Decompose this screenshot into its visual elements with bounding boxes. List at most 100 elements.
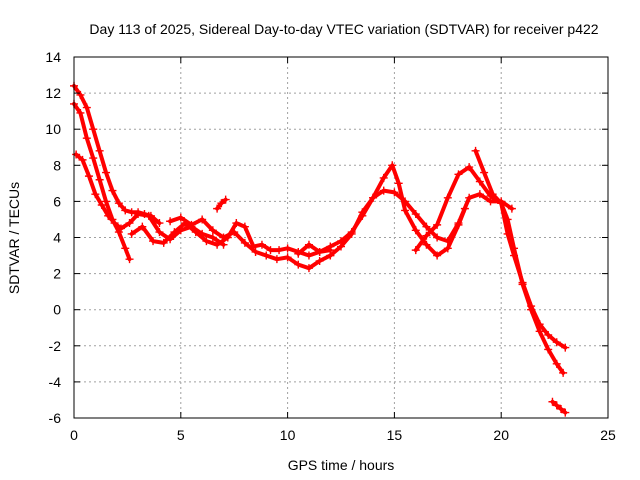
data-point (411, 226, 420, 235)
x-tick-label: 20 (493, 427, 509, 443)
x-tick-label: 0 (70, 427, 78, 443)
data-point (561, 408, 570, 417)
data-point (217, 199, 226, 208)
series-line (296, 163, 467, 258)
data-point (535, 327, 544, 336)
data-point (465, 163, 474, 172)
grid-lines (74, 57, 608, 418)
y-axis-tick-labels: -6 -4 -2 0 2 4 6 8 10 12 14 (45, 49, 61, 426)
data-point (110, 219, 119, 228)
data-point (166, 217, 175, 226)
y-tick-label: 14 (45, 49, 61, 65)
data-point (535, 320, 544, 329)
data-point (275, 246, 284, 255)
data-point (422, 240, 431, 249)
data-point (480, 168, 489, 177)
data-point (191, 228, 200, 237)
data-point (552, 338, 561, 347)
data-point (213, 240, 222, 249)
series-line (328, 188, 514, 258)
data-point (315, 256, 324, 265)
data-point (240, 238, 249, 247)
data-point (232, 219, 241, 228)
x-axis-label: GPS time / hours (288, 457, 395, 473)
series-satellite-track-4 (127, 219, 335, 260)
series-line (413, 165, 566, 375)
data-point (518, 278, 527, 287)
data-point (552, 401, 561, 410)
data-point (283, 253, 292, 262)
y-tick-label: 12 (45, 85, 61, 101)
data-point (304, 251, 313, 260)
y-tick-label: 0 (53, 302, 61, 318)
data-series (70, 81, 570, 417)
data-point (465, 193, 474, 202)
data-point (401, 206, 410, 215)
data-point (433, 220, 442, 229)
data-point (95, 175, 104, 184)
data-point (454, 170, 463, 179)
data-point (97, 201, 106, 210)
data-point (170, 228, 179, 237)
data-point (369, 193, 378, 202)
series-satellite-track-9 (411, 163, 568, 377)
data-point (262, 251, 271, 260)
data-point (326, 242, 335, 251)
data-point (116, 224, 125, 233)
data-point (230, 228, 239, 237)
data-point (527, 302, 536, 311)
series-line (473, 148, 568, 350)
data-point (347, 229, 356, 238)
data-point (443, 237, 452, 246)
data-point (266, 246, 275, 255)
data-point (548, 397, 557, 406)
y-tick-label: -6 (49, 410, 62, 426)
series-satellite-track-11 (548, 397, 570, 417)
data-point (294, 260, 303, 269)
series-line (72, 101, 132, 262)
y-tick-label: 2 (53, 266, 61, 282)
data-point (552, 359, 561, 368)
data-point (433, 251, 442, 260)
data-point (82, 103, 91, 112)
data-point (219, 233, 228, 242)
data-point (475, 177, 484, 186)
data-point (475, 190, 484, 199)
data-point (497, 199, 506, 208)
axis-ticks (73, 56, 609, 419)
data-point (102, 168, 111, 177)
data-point (251, 247, 260, 256)
data-point (125, 255, 134, 264)
data-point (272, 255, 281, 264)
series-satellite-track-2 (70, 99, 134, 264)
y-tick-label: 6 (53, 193, 61, 209)
series-satellite-track-6 (213, 195, 230, 213)
data-point (443, 193, 452, 202)
data-point (379, 186, 388, 195)
data-point (326, 251, 335, 260)
chart-title: Day 113 of 2025, Sidereal Day-to-day VTE… (89, 21, 598, 37)
data-point (89, 125, 98, 134)
data-point (221, 195, 230, 204)
data-point (72, 150, 81, 159)
y-tick-label: 10 (45, 121, 61, 137)
data-point (240, 222, 249, 231)
data-point (114, 199, 123, 208)
data-point (176, 213, 185, 222)
data-point (127, 229, 136, 238)
data-point (401, 197, 410, 206)
data-point (454, 219, 463, 228)
x-tick-label: 25 (600, 427, 616, 443)
data-point (503, 229, 512, 238)
data-point (121, 244, 130, 253)
data-point (390, 188, 399, 197)
data-point (337, 242, 345, 251)
data-point (84, 172, 93, 181)
data-point (422, 231, 431, 240)
data-point (510, 251, 519, 260)
y-tick-label: -4 (49, 374, 62, 390)
data-point (202, 237, 211, 246)
data-point (488, 190, 497, 199)
y-tick-label: -2 (49, 338, 62, 354)
